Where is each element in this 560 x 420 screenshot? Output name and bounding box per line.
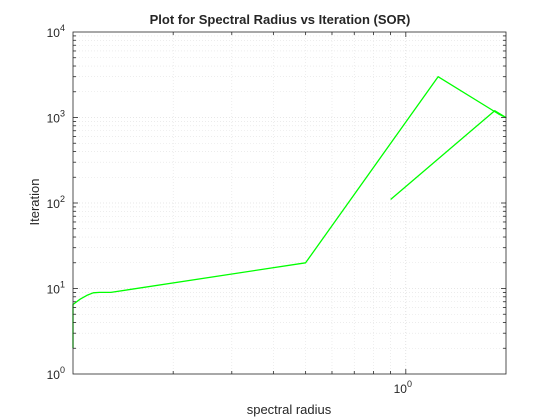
y-tick-label: 101 — [47, 280, 65, 297]
x-axis-label: spectral radius — [247, 402, 332, 417]
y-axis-label: Iteration — [27, 179, 42, 226]
grid — [73, 32, 506, 374]
tick-labels: 100 101 102 103 104 100 — [47, 23, 412, 396]
y-tick-label: 104 — [47, 23, 65, 40]
y-tick-label: 102 — [47, 194, 65, 211]
x-tick-label: 100 — [394, 379, 412, 396]
y-tick-label: 103 — [47, 109, 65, 126]
ticks — [73, 32, 506, 374]
y-tick-label: 100 — [47, 365, 65, 382]
chart-title: Plot for Spectral Radius vs Iteration (S… — [150, 12, 411, 27]
